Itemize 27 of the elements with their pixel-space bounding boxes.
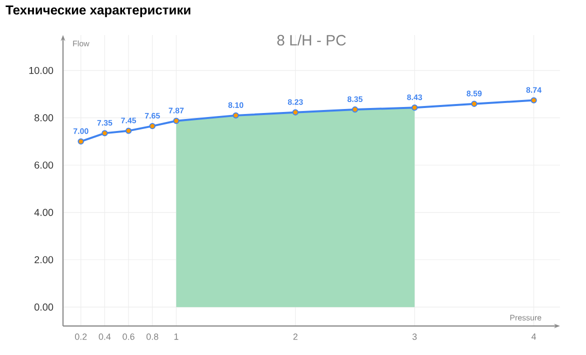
- x-tick-label: 0.6: [122, 334, 134, 340]
- x-tick-label: 2: [293, 334, 298, 340]
- chart-subtitle: 8 L/H - PC: [277, 34, 346, 46]
- point: [173, 118, 180, 124]
- point: [125, 128, 132, 134]
- x-tick-label: 0.2: [74, 334, 87, 340]
- chart-title: Технические характеристики: [6, 6, 190, 18]
- x-tick-label: 0.8: [146, 334, 158, 340]
- point: [102, 130, 108, 136]
- y-tick-label: 2.00: [34, 256, 54, 264]
- point: [471, 100, 478, 107]
- point: [292, 109, 299, 116]
- y-tick-label: 8.00: [34, 114, 54, 122]
- point: [149, 122, 156, 130]
- point: [530, 97, 537, 104]
- point: [412, 104, 418, 111]
- point: [352, 106, 358, 113]
- x-tick-label: 0.4: [98, 334, 111, 340]
- y-tick-label: 10.00: [29, 66, 54, 74]
- point: [232, 112, 239, 119]
- y-tick-label: 4.00: [34, 208, 54, 216]
- point: [78, 138, 84, 145]
- x-tick-label: 1: [174, 334, 178, 340]
- x-tick-label: 3: [412, 334, 417, 340]
- x-tick-label: 4: [532, 334, 536, 340]
- y-tick-label: 6.00: [34, 162, 54, 169]
- y-tick-label: 0.00: [34, 304, 54, 311]
